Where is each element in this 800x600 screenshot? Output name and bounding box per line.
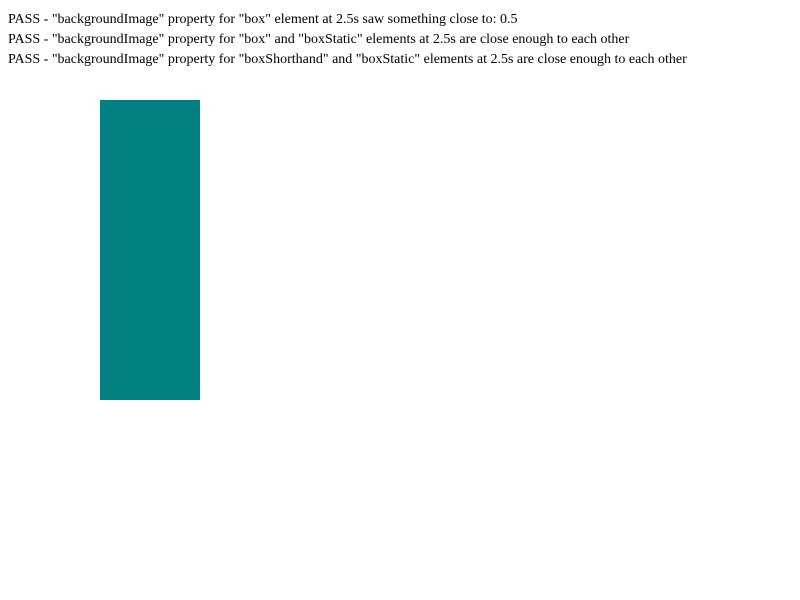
test-results: PASS - "backgroundImage" property for "b… (8, 10, 792, 70)
animated-box (100, 100, 200, 400)
test-result-line: PASS - "backgroundImage" property for "b… (8, 32, 630, 47)
test-result-line: PASS - "backgroundImage" property for "b… (8, 12, 518, 27)
test-result-line: PASS - "backgroundImage" property for "b… (8, 52, 687, 67)
